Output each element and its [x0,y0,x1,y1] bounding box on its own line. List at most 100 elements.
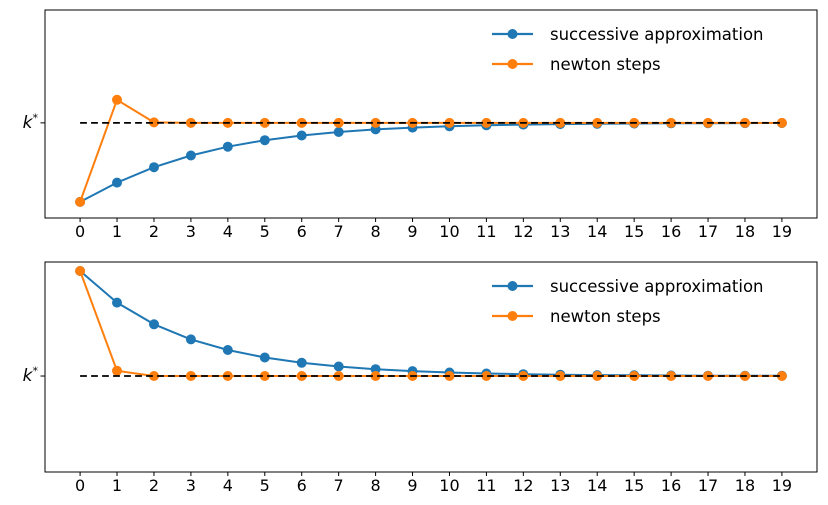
legend: successive approximation newton steps [492,25,764,74]
legend-entry-newton-steps: newton steps [492,55,661,74]
data-point-marker-successive-approximation [149,319,159,330]
data-point-marker-newton-steps [75,196,86,207]
k-star-sup: * [32,364,39,378]
x-axis-tick-label: 0 [75,476,85,495]
x-axis-tick-label: 3 [186,222,196,241]
legend-label: successive approximation [550,277,764,296]
data-point-marker-newton-steps [75,266,86,276]
x-axis-tick-label: 10 [439,222,459,241]
x-axis-tick-label: 6 [297,222,307,241]
x-axis-tick-label: 15 [624,476,644,495]
legend-label: newton steps [550,307,661,326]
x-axis-tick-label: 5 [260,476,270,495]
data-point-marker-newton-steps [555,117,566,128]
subplot-bottom: 0 1 2 3 4 5 6 7 8 9 10 11 12 13 14 15 16 17 18 19successive… [40,261,818,495]
data-point-marker-newton-steps [149,371,159,381]
x-axis-tick-label: 18 [735,476,755,495]
x-axis-tick-label: 12 [513,222,533,241]
data-point-marker-newton-steps [481,117,492,128]
x-axis-tick-label: 12 [513,476,533,495]
data-point-marker-newton-steps [112,365,122,376]
x-axis-tick-label: 17 [698,222,718,241]
x-axis-tick-label: 9 [407,222,417,241]
x-axis-tick-label: 13 [550,222,570,241]
x-axis-tick-label: 1 [112,476,122,495]
legend-entry-newton-steps: newton steps [492,307,661,326]
x-axis-tick-label: 16 [661,222,681,241]
x-axis-tick-label: 5 [260,222,270,241]
data-point-marker-successive-approximation [333,127,344,137]
data-point-marker-newton-steps [259,371,270,381]
x-axis-tick-label: 7 [334,222,344,241]
data-point-marker-successive-approximation [259,352,270,363]
y-tick-label-k-star-top: k* [0,112,38,134]
axes-frame [44,261,818,473]
data-point-marker-successive-approximation [222,141,233,152]
x-axis-tick-label: 2 [149,476,159,495]
data-point-marker-successive-approximation [149,162,159,173]
data-point-marker-newton-steps [481,371,492,381]
x-axis-tick-label: 9 [407,476,417,495]
x-axis-tick-label: 11 [476,222,496,241]
series-line-successive-approximation [79,122,782,203]
series-newton-steps [75,94,787,207]
x-axis-tick-label: 4 [223,222,233,241]
x-axis-tick-label: 19 [772,222,792,241]
k-star-base: k [22,113,33,133]
x-axis-tick-label: 13 [550,476,570,495]
legend-label: successive approximation [550,25,764,44]
legend-entry-successive-approximation: successive approximation [492,277,764,296]
k-star-sup: * [32,111,39,125]
x-axis-tick-label: 8 [370,222,380,241]
data-point-marker-successive-approximation [112,177,122,188]
x-axis-tick-label: 17 [698,476,718,495]
legend: successive approximation newton steps [492,277,764,326]
data-point-marker-newton-steps [112,94,122,105]
data-point-marker-successive-approximation [296,357,307,368]
x-axis-tick-label: 14 [587,476,607,495]
data-point-marker-successive-approximation [259,135,270,146]
x-axis-tick-label: 4 [223,476,233,495]
x-axis-tick-label: 7 [334,476,344,495]
k-star-base: k [22,366,33,386]
data-point-marker-newton-steps [776,371,787,381]
data-point-marker-newton-steps [149,117,159,128]
x-axis-tick-label: 0 [75,222,85,241]
data-point-marker-successive-approximation [296,130,307,141]
x-axis-tick-label: 11 [476,476,496,495]
x-axis-tick-label: 15 [624,222,644,241]
legend-marker-sample [507,311,518,321]
data-point-marker-successive-approximation [185,334,196,345]
x-axis-tick-label: 10 [439,476,459,495]
x-axis-tick-label: 3 [186,476,196,495]
x-axis-tick-label: 2 [149,222,159,241]
data-point-marker-newton-steps [666,371,677,381]
x-axis-tick-label: 18 [735,222,755,241]
legend-entry-successive-approximation: successive approximation [492,25,764,44]
x-axis-tick-label: 6 [297,476,307,495]
series-successive-approximation [75,118,787,207]
x-axis-tick-label: 16 [661,476,681,495]
data-point-marker-newton-steps [776,117,787,128]
subplot-top: 0 1 2 3 4 5 6 7 8 9 10 11 12 13 14 15 16 17 18 19successive… [40,9,818,241]
data-point-marker-newton-steps [370,371,381,381]
data-point-marker-successive-approximation [112,297,122,308]
x-axis-tick-label: 1 [112,222,122,241]
y-tick-label-k-star-bottom: k* [0,365,38,387]
legend-label: newton steps [550,55,661,74]
legend-marker-sample [507,29,518,39]
data-point-marker-newton-steps [555,371,566,381]
legend-marker-sample [507,59,518,69]
data-point-marker-newton-steps [370,117,381,128]
series-line-newton-steps [79,98,782,203]
data-point-marker-successive-approximation [333,361,344,372]
x-axis-tick-label: 19 [772,476,792,495]
data-point-marker-successive-approximation [222,345,233,355]
axes-frame [44,9,818,219]
x-axis-tick-label: 8 [370,476,380,495]
legend-marker-sample [507,281,518,291]
data-point-marker-successive-approximation [185,150,196,161]
data-point-marker-newton-steps [666,117,677,128]
